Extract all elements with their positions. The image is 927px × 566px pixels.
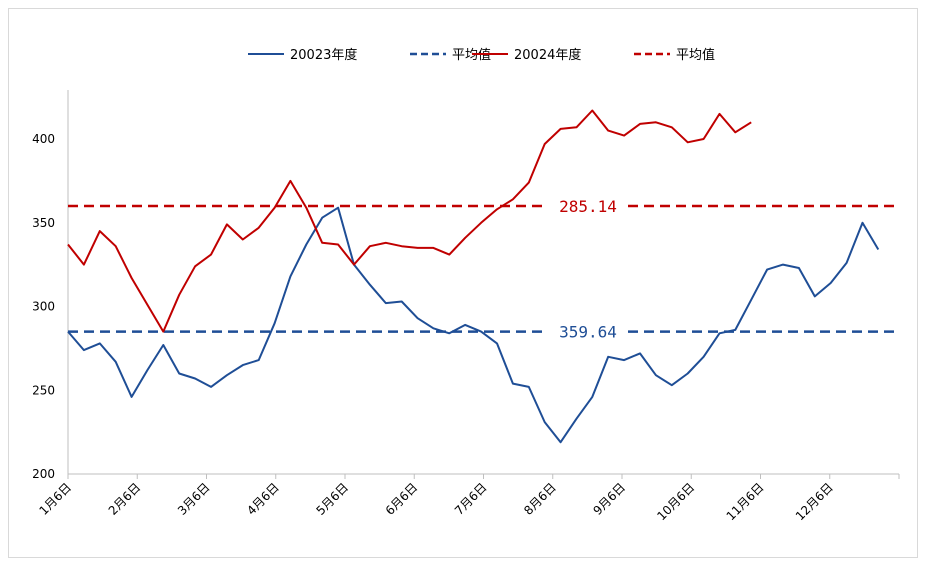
y-tick-label: 250 xyxy=(32,383,55,397)
series-lines xyxy=(67,109,880,444)
y-tick-label: 300 xyxy=(32,300,55,314)
series-line xyxy=(67,109,752,333)
x-tick-label: 2月6日 xyxy=(106,480,144,518)
y-tick-label: 350 xyxy=(32,216,55,230)
x-tick-label: 7月6日 xyxy=(452,480,490,518)
legend-label: 20024年度 xyxy=(514,47,581,63)
average-annotation: 285.14 xyxy=(559,197,617,216)
legend-label: 平均值 xyxy=(452,47,491,63)
average-annotation: 359.64 xyxy=(559,323,617,342)
average-lines xyxy=(68,204,899,333)
legend-label: 平均值 xyxy=(676,47,715,63)
y-tick-label: 400 xyxy=(32,132,55,146)
x-tick-label: 6月6日 xyxy=(383,480,421,518)
x-tick-label: 5月6日 xyxy=(313,480,351,518)
x-tick-label: 12月6日 xyxy=(793,480,836,523)
y-tick-label: 200 xyxy=(32,467,55,481)
x-tick-label: 1月6日 xyxy=(36,480,74,518)
chart-frame xyxy=(8,8,918,558)
series-line xyxy=(67,206,880,444)
x-tick-label: 10月6日 xyxy=(654,480,697,523)
legend-label: 20023年度 xyxy=(290,47,357,63)
x-tick-label: 4月6日 xyxy=(244,480,282,518)
average-annotations: 359.64 285.14 xyxy=(559,197,617,342)
x-tick-label: 11月6日 xyxy=(724,480,767,523)
x-tick-label: 9月6日 xyxy=(590,480,628,518)
x-tick-label: 3月6日 xyxy=(175,480,213,518)
legend: 20023年度 平均值 20024年度 平均值 xyxy=(248,47,715,63)
x-tick-label: 8月6日 xyxy=(521,480,559,518)
axes: 200 250 300 350 400 1月6日 2月6日 3月6日 4月6日 5月6日 6月6日 7… xyxy=(32,90,900,523)
